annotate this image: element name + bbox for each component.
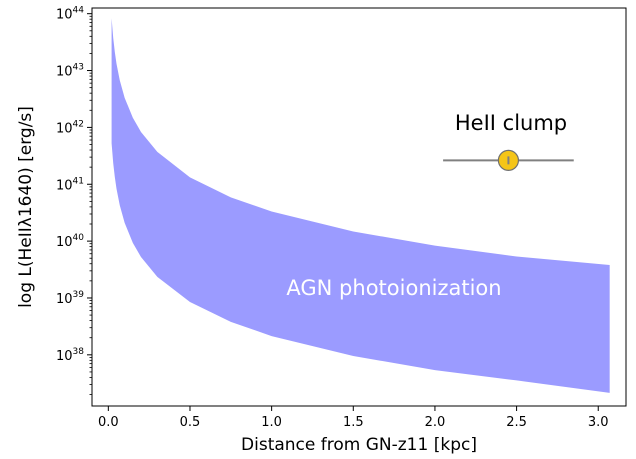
x-tick-label: 0.0 [98,415,119,430]
y-tick-label: 1042 [56,119,84,136]
y-axis-ticks: 1038 1039 1040 1041 1042 1043 1044 [56,6,92,395]
point-annotation: HeII clump [455,111,567,135]
y-tick-label: 1044 [56,6,84,23]
x-tick-label: 3.0 [588,415,609,430]
x-tick-label: 1.5 [343,415,364,430]
y-tick-label: 1040 [56,233,84,250]
y-tick-label: 1039 [56,290,84,307]
plot-area [111,18,610,393]
y-tick-label: 1043 [56,63,84,80]
x-axis-label: Distance from GN-z11 [kpc] [241,435,477,455]
x-tick-label: 1.0 [261,415,282,430]
band-annotation: AGN photoionization [286,276,501,300]
agn-photoionization-band [111,18,610,393]
y-tick-label: 1038 [56,347,84,364]
y-axis-label: log L(HeIIλ1640) [erg/s] [16,106,36,308]
x-axis-ticks: 0.0 0.5 1.0 1.5 2.0 2.5 3.0 [98,406,609,430]
x-tick-label: 0.5 [180,415,201,430]
x-tick-label: 2.0 [425,415,446,430]
x-tick-label: 2.5 [506,415,527,430]
y-tick-label: 1041 [56,176,84,193]
